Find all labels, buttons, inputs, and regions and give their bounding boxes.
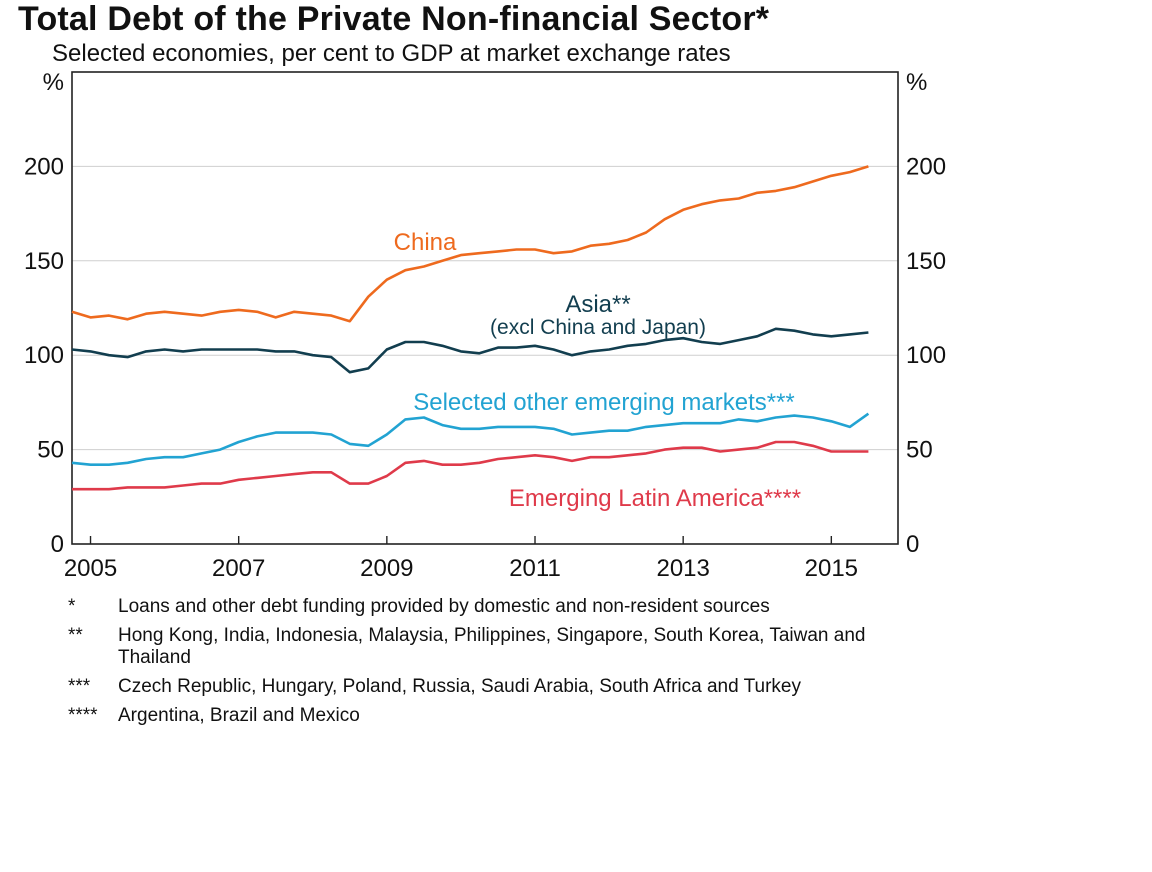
footnote-mark: ***	[68, 676, 91, 697]
footnote: **** Argentina, Brazil and Mexico	[68, 705, 928, 727]
x-tick-label: 2009	[360, 555, 413, 582]
y-unit-left: %	[43, 69, 64, 96]
y-tick-label-left: 200	[24, 153, 64, 180]
y-tick-label-right: 0	[906, 531, 919, 558]
series-label-line2: (excl China and Japan)	[490, 316, 706, 339]
y-tick-label-right: 100	[906, 342, 946, 369]
footnote: *** Czech Republic, Hungary, Poland, Rus…	[68, 676, 928, 698]
y-tick-label-right: 50	[906, 437, 933, 464]
chart-subtitle: Selected economies, per cent to GDP at m…	[52, 40, 731, 67]
y-unit-right: %	[906, 69, 927, 96]
y-tick-label-left: 100	[24, 342, 64, 369]
footnote-mark: ****	[68, 705, 98, 726]
footnote-text: Hong Kong, India, Indonesia, Malaysia, P…	[118, 625, 866, 668]
x-tick-label: 2007	[212, 555, 265, 582]
y-tick-label-left: 150	[24, 248, 64, 275]
series-label: Emerging Latin America****	[509, 485, 801, 512]
chart-title: Total Debt of the Private Non-financial …	[18, 0, 770, 38]
series-label: China	[394, 229, 457, 256]
footnote: ** Hong Kong, India, Indonesia, Malaysia…	[68, 625, 928, 669]
footnote-mark: *	[68, 596, 76, 617]
y-tick-label-right: 200	[906, 153, 946, 180]
footnote: * Loans and other debt funding provided …	[68, 596, 928, 618]
series-label: Selected other emerging markets***	[413, 389, 795, 416]
footnote-text: Loans and other debt funding provided by…	[118, 596, 770, 617]
series-line	[71, 327, 869, 374]
footnote-text: Czech Republic, Hungary, Poland, Russia,…	[118, 676, 801, 697]
footnote-text: Argentina, Brazil and Mexico	[118, 705, 360, 726]
y-tick-label-left: 50	[37, 437, 64, 464]
series-line	[71, 412, 870, 466]
x-tick-label: 2011	[509, 555, 561, 582]
x-tick-label: 2015	[805, 555, 858, 582]
x-tick-label: 2013	[656, 555, 709, 582]
series-line	[71, 165, 869, 323]
line-chart: 0 0 50 50 100 100 150 150 200 200% % 2005 2007 2009 20…	[24, 69, 946, 582]
x-tick-label: 2005	[64, 555, 117, 582]
series-label: Asia**	[565, 291, 630, 318]
y-tick-label-left: 0	[51, 531, 64, 558]
series-line	[72, 440, 869, 491]
footnotes: * Loans and other debt funding provided …	[68, 596, 928, 734]
y-tick-label-right: 150	[906, 248, 946, 275]
footnote-mark: **	[68, 625, 83, 646]
plot-frame	[71, 71, 899, 545]
